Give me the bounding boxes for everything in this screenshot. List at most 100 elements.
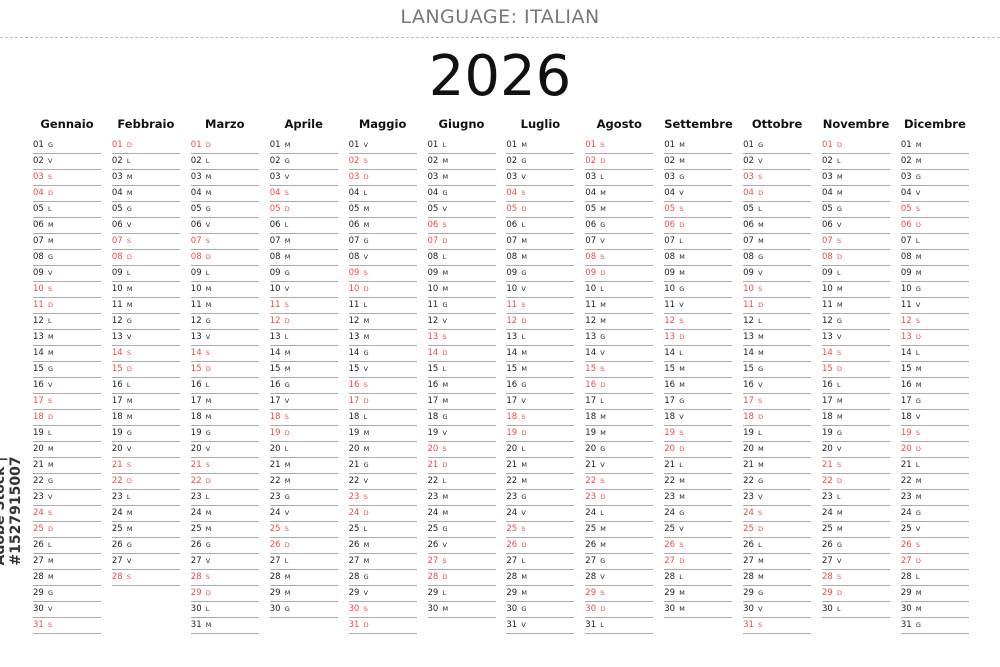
weekday-letter: S	[442, 445, 447, 453]
weekday-letter: S	[442, 557, 447, 565]
day-cell: 10 V	[269, 282, 338, 298]
day-number: 27	[743, 556, 754, 566]
day-number: 17	[190, 396, 202, 406]
day-cell: 29 D	[822, 586, 890, 602]
day-cell: 07 M	[506, 234, 575, 250]
day-cell: 18 M	[190, 410, 259, 426]
day-number: 17	[900, 396, 912, 406]
day-cell: 15 D	[822, 362, 890, 378]
day-cell: 26 M	[585, 538, 654, 554]
day-cell: 25 M	[190, 522, 259, 538]
day-cell: 12 L	[743, 314, 812, 330]
day-number: 04	[190, 188, 202, 198]
weekday-letter: M	[679, 253, 685, 261]
day-cell: 28 S	[111, 570, 180, 586]
weekday-letter: V	[205, 221, 211, 229]
day-cell: 13 L	[506, 330, 575, 346]
weekday-letter: M	[758, 557, 764, 565]
day-number: 04	[506, 188, 518, 198]
day-number: 13	[33, 332, 44, 342]
day-number: 11	[111, 300, 123, 310]
day-number: 10	[900, 284, 912, 294]
weekday-letter: G	[363, 237, 369, 245]
weekday-letter: V	[48, 605, 53, 613]
day-cell: 15 D	[111, 362, 180, 378]
day-cell: 28 S	[822, 570, 890, 586]
day-number: 20	[269, 444, 281, 454]
month-column: Luglio 01 M 02 G 03 V 04 S 05 D 06 L 07 M 08 M 09 G 10 V 11 S 1…	[506, 116, 575, 634]
weekday-letter: V	[363, 589, 369, 597]
weekday-letter: S	[126, 349, 132, 357]
day-number: 08	[664, 252, 676, 262]
day-number: 09	[900, 268, 912, 278]
day-cell: 29 V	[348, 586, 417, 602]
day-cell: 26 D	[269, 538, 338, 554]
weekday-letter: L	[442, 253, 447, 261]
weekday-letter: L	[126, 157, 131, 165]
day-number: 02	[190, 156, 202, 166]
day-cell: 01 D	[111, 138, 180, 154]
weekday-letter: S	[679, 541, 684, 549]
day-cell: 07 L	[900, 234, 969, 250]
day-number: 24	[190, 508, 202, 518]
day-number: 12	[269, 316, 281, 326]
day-cell: 24 S	[33, 506, 101, 522]
weekday-letter: L	[363, 189, 368, 197]
weekday-letter: M	[442, 605, 449, 613]
day-number: 06	[33, 220, 44, 230]
weekday-letter: M	[126, 173, 133, 181]
day-number: 06	[664, 220, 676, 230]
day-cell: 02 M	[427, 154, 496, 170]
day-number: 13	[269, 332, 281, 342]
day-number: 04	[269, 188, 281, 198]
day-cell: 18 D	[743, 410, 812, 426]
day-number: 26	[743, 540, 754, 550]
day-number: 20	[427, 444, 439, 454]
day-number: 26	[506, 540, 518, 550]
day-cell: 20 D	[664, 442, 733, 458]
day-cell: 22 D	[111, 474, 180, 490]
weekday-letter: M	[837, 525, 843, 533]
day-cell: 01 M	[506, 138, 575, 154]
weekday-letter: S	[126, 237, 132, 245]
weekday-letter: V	[600, 349, 605, 357]
day-number: 18	[269, 412, 281, 422]
day-cell: 16 V	[33, 378, 101, 394]
weekday-letter: L	[48, 541, 52, 549]
weekday-letter: L	[363, 525, 368, 533]
day-cell: 12 S	[664, 314, 733, 330]
weekday-letter: V	[284, 509, 290, 517]
day-number: 11	[822, 300, 833, 310]
day-number: 21	[427, 460, 439, 470]
day-cell: 25 S	[506, 522, 575, 538]
day-number: 31	[33, 620, 44, 630]
day-cell: 22 S	[585, 474, 654, 490]
day-number: 09	[190, 268, 202, 278]
day-cell: 04 D	[743, 186, 812, 202]
day-number: 11	[664, 300, 676, 310]
day-number: 18	[190, 412, 202, 422]
weekday-letter: L	[600, 397, 604, 405]
day-number: 09	[427, 268, 439, 278]
day-number: 01	[822, 140, 833, 150]
weekday-letter: M	[126, 413, 133, 421]
weekday-letter: D	[600, 605, 606, 613]
day-cell: 26 G	[190, 538, 259, 554]
weekday-letter: M	[600, 541, 606, 549]
weekday-letter: L	[521, 333, 526, 341]
day-number: 06	[743, 220, 754, 230]
day-number: 04	[900, 188, 912, 198]
weekday-letter: M	[126, 509, 133, 517]
day-number: 22	[585, 476, 597, 486]
day-cell: 19 D	[506, 426, 575, 442]
day-cell: 08 M	[269, 250, 338, 266]
day-number: 10	[822, 284, 833, 294]
day-number: 22	[664, 476, 676, 486]
day-cell: 27 L	[269, 554, 338, 570]
weekday-letter: L	[600, 621, 604, 629]
day-number: 29	[743, 588, 754, 598]
day-number: 30	[743, 604, 754, 614]
day-cell: 07 S	[111, 234, 180, 250]
weekday-letter: L	[837, 493, 841, 501]
day-number: 20	[664, 444, 676, 454]
